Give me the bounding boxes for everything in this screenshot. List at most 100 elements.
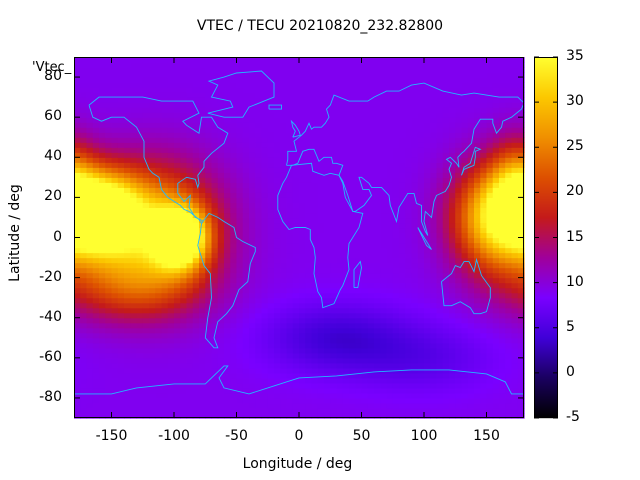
heatmap-cell: [449, 297, 456, 304]
heatmap-cell: [411, 272, 419, 279]
heatmap-cell: [267, 202, 275, 209]
heatmap-cell: [130, 127, 138, 133]
heatmap-cell: [149, 217, 156, 224]
heatmap-cell: [136, 122, 144, 128]
heatmap-cell: [474, 137, 481, 143]
heatmap-cell: [180, 82, 188, 88]
heatmap-cell: [286, 192, 294, 198]
heatmap-cell: [436, 177, 444, 183]
heatmap-cell: [224, 267, 231, 274]
heatmap-cell: [342, 347, 350, 354]
heatmap-cell: [242, 62, 250, 68]
heatmap-cell: [449, 227, 456, 234]
heatmap-cell: [217, 382, 225, 389]
heatmap-cell: [249, 72, 256, 78]
heatmap-cell: [111, 162, 119, 168]
heatmap-cell: [311, 97, 319, 103]
heatmap-cell: [155, 292, 163, 299]
heatmap-cell: [267, 402, 275, 409]
heatmap-cell: [417, 387, 425, 394]
heatmap-cell: [467, 72, 475, 78]
heatmap-cell: [174, 332, 181, 339]
heatmap-cell: [174, 257, 181, 264]
heatmap-cell: [80, 192, 88, 198]
heatmap-cell: [449, 117, 456, 123]
heatmap-cell: [280, 182, 288, 188]
heatmap-cell: [99, 242, 106, 249]
heatmap-cell: [317, 127, 325, 133]
heatmap-cell: [136, 107, 144, 113]
heatmap-cell: [499, 312, 506, 319]
heatmap-cell: [192, 262, 200, 269]
heatmap-cell: [492, 62, 500, 68]
heatmap-cell: [449, 102, 456, 108]
heatmap-cell: [180, 307, 188, 314]
heatmap-cell: [305, 82, 313, 88]
heatmap-cell: [386, 257, 394, 264]
heatmap-cell: [392, 332, 400, 339]
heatmap-cell: [367, 107, 375, 113]
heatmap-cell: [355, 372, 363, 379]
heatmap-cell: [149, 167, 156, 173]
heatmap-cell: [130, 182, 138, 188]
heatmap-cell: [349, 97, 356, 103]
heatmap-cell: [330, 247, 338, 254]
heatmap-cell: [305, 342, 313, 349]
heatmap-cell: [486, 187, 494, 193]
heatmap-cell: [467, 182, 475, 188]
heatmap-cell: [461, 137, 469, 143]
heatmap-cell: [292, 377, 300, 384]
heatmap-cell: [161, 312, 169, 319]
heatmap-cell: [492, 97, 500, 103]
heatmap-cell: [242, 142, 250, 148]
heatmap-cell: [342, 397, 350, 404]
heatmap-cell: [86, 282, 94, 289]
heatmap-cell: [449, 122, 456, 128]
heatmap-cell: [436, 397, 444, 404]
heatmap-cell: [124, 382, 131, 389]
heatmap-cell: [380, 297, 388, 304]
heatmap-cell: [236, 372, 244, 379]
heatmap-cell: [349, 212, 356, 219]
heatmap-cell: [205, 67, 213, 73]
heatmap-cell: [480, 237, 488, 244]
heatmap-cell: [280, 127, 288, 133]
heatmap-cell: [436, 362, 444, 369]
heatmap-cell: [249, 372, 256, 379]
heatmap-cell: [361, 122, 369, 128]
heatmap-cell: [199, 237, 206, 244]
heatmap-cell: [349, 392, 356, 399]
heatmap-cell: [392, 202, 400, 209]
heatmap-cell: [111, 212, 119, 219]
heatmap-cell: [380, 127, 388, 133]
heatmap-cell: [292, 342, 300, 349]
heatmap-cell: [455, 187, 463, 193]
heatmap-cell: [267, 337, 275, 344]
heatmap-cell: [455, 102, 463, 108]
heatmap-cell: [399, 362, 406, 369]
heatmap-cell: [449, 62, 456, 68]
heatmap-cell: [436, 342, 444, 349]
heatmap-cell: [74, 212, 81, 219]
heatmap-cell: [286, 132, 294, 138]
heatmap-cell: [130, 202, 138, 209]
heatmap-cell: [161, 337, 169, 344]
heatmap-cell: [161, 262, 169, 269]
heatmap-cell: [461, 142, 469, 148]
heatmap-cell: [130, 247, 138, 254]
heatmap-cell: [461, 292, 469, 299]
heatmap-cell: [280, 322, 288, 329]
heatmap-cell: [474, 347, 481, 354]
heatmap-cell: [92, 247, 100, 254]
heatmap-cell: [436, 337, 444, 344]
heatmap-cell: [330, 202, 338, 209]
heatmap-cell: [274, 332, 281, 339]
heatmap-cell: [230, 367, 238, 374]
heatmap-cell: [374, 112, 381, 118]
heatmap-cell: [367, 257, 375, 264]
heatmap-cell: [236, 342, 244, 349]
heatmap-cell: [292, 232, 300, 239]
heatmap-cell: [386, 182, 394, 188]
heatmap-cell: [86, 127, 94, 133]
heatmap-cell: [180, 292, 188, 299]
